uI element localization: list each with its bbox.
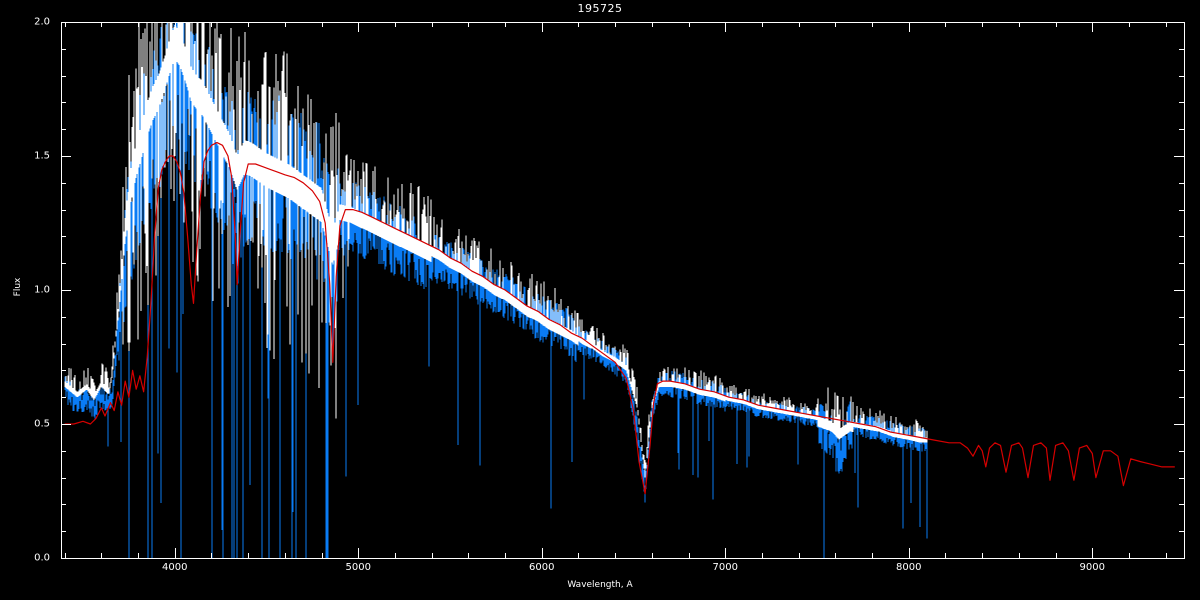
data-series-layer [64, 22, 1175, 558]
x-tick-label: 8000 [896, 562, 922, 573]
model-red-trace [64, 142, 1175, 495]
x-tick-label: 5000 [345, 562, 371, 573]
x-tick-label: 6000 [529, 562, 555, 573]
observed-white-trace [64, 22, 928, 478]
x-tick-label: 4000 [162, 562, 188, 573]
y-tick-label: 2.0 [34, 16, 50, 28]
x-tick-label: 7000 [712, 562, 738, 573]
x-axis-label: Wavelength, A [567, 580, 633, 590]
series-observed-white [64, 22, 928, 478]
series-model-red [64, 142, 1175, 495]
page-title: 195725 [577, 2, 623, 15]
y-tick-label: 1.5 [34, 150, 50, 162]
y-tick-label: 0.0 [34, 552, 50, 564]
y-tick-label: 0.5 [34, 418, 50, 430]
x-tick-label: 9000 [1079, 562, 1105, 573]
axis-frame-layer [61, 22, 1185, 559]
y-tick-label: 1.0 [34, 284, 50, 296]
